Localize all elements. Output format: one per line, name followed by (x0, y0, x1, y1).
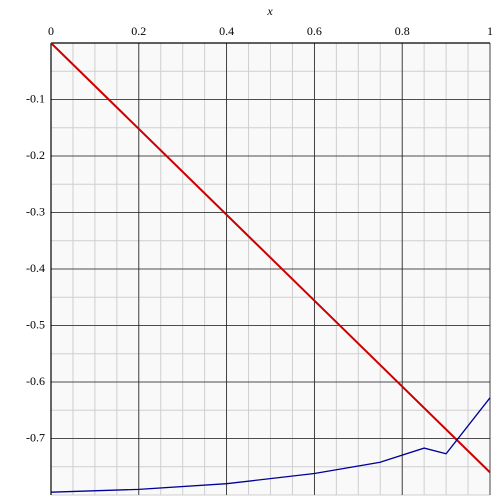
y-tick-label: -0.6 (26, 374, 45, 388)
y-tick-label: -0.1 (26, 91, 45, 105)
x-tick-label: 0.8 (395, 24, 410, 38)
x-tick-label: 0.6 (307, 24, 322, 38)
x-axis-label: x (266, 4, 273, 18)
x-tick-label: 0 (48, 24, 54, 38)
series-line (50, 42, 491, 474)
y-tick-label: -0.5 (26, 317, 45, 331)
y-tick-label: -0.3 (26, 204, 45, 218)
x-tick-label: 0.2 (131, 24, 146, 38)
x-tick-label: 1 (487, 24, 493, 38)
series-line (50, 397, 491, 493)
x-tick-label: 0.4 (219, 24, 234, 38)
y-tick-label: -0.2 (26, 148, 45, 162)
y-tick-label: -0.4 (26, 261, 45, 275)
y-tick-label: -0.7 (26, 430, 45, 444)
